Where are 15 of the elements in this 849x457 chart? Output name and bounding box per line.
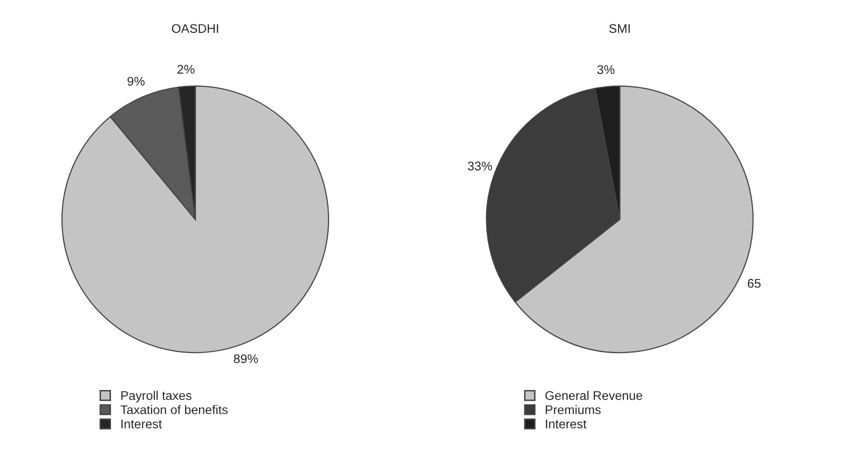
pie-slice: [61, 86, 330, 354]
chart-title: SMI: [609, 24, 630, 33]
legend-label: General Revenue: [545, 390, 642, 400]
legend-label: Premiums: [546, 404, 601, 414]
data-label: 65: [748, 278, 761, 288]
data-label: 33%: [468, 162, 492, 170]
data-label: 9%: [128, 76, 145, 86]
data-label: 2%: [177, 64, 194, 74]
legend-label: Interest: [121, 420, 162, 428]
data-label: 3%: [597, 65, 614, 74]
legend-label: Taxation of benefits: [120, 404, 228, 414]
chart-title: OASDHI: [172, 24, 218, 33]
legend-label: Payroll taxes: [121, 390, 192, 402]
data-label: 89%: [234, 354, 258, 364]
legend-label: Interest: [546, 420, 586, 428]
